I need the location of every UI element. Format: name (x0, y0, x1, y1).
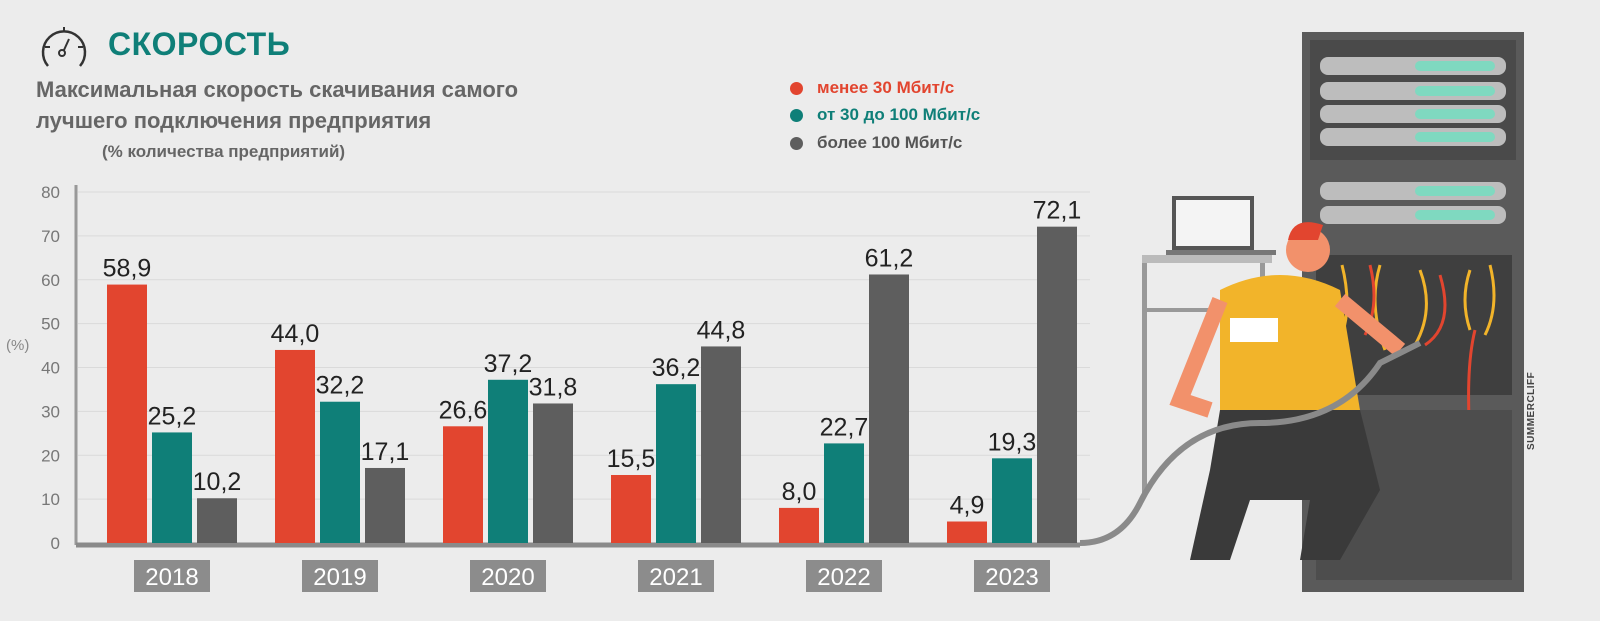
data-label: 8,0 (782, 478, 817, 506)
y-tick-label: 10 (41, 490, 60, 509)
data-label: 10,2 (193, 468, 242, 496)
watermark: SUMMERCLIFF (1526, 371, 1537, 450)
data-label: 17,1 (361, 438, 410, 466)
bar (947, 521, 987, 543)
legend-label: менее 30 Мбит/с (817, 78, 955, 97)
y-tick-label: 60 (41, 271, 60, 290)
data-label: 15,5 (607, 445, 656, 473)
data-label: 44,0 (271, 320, 320, 348)
page-title: СКОРОСТЬ (108, 26, 291, 62)
data-label: 37,2 (484, 350, 533, 378)
speedometer-icon (41, 27, 87, 67)
data-label: 19,3 (988, 428, 1037, 456)
data-label: 26,6 (439, 396, 488, 424)
year-label-box (806, 560, 882, 592)
bar (701, 346, 741, 543)
year-label-box (302, 560, 378, 592)
y-tick-label: 50 (41, 315, 60, 334)
bar (533, 403, 573, 543)
bar (320, 401, 360, 543)
year-label-box (638, 560, 714, 592)
legend-swatch (790, 136, 803, 150)
legend-swatch (790, 81, 803, 95)
bar-chart: 0 10 20 30 40 50 60 70 80 58,9 25,2 10,2 2018 44,0 32,… (41, 183, 1090, 592)
x-tick-label: 2021 (649, 564, 702, 591)
y-tick-label: 20 (41, 446, 60, 465)
year-label-box (974, 560, 1050, 592)
data-label: 25,2 (148, 402, 197, 430)
y-tick-label: 30 (41, 402, 60, 421)
bar (824, 443, 864, 543)
data-label: 31,8 (529, 373, 578, 401)
bar (611, 474, 651, 543)
x-tick-label: 2023 (985, 564, 1038, 591)
bar (779, 507, 819, 543)
y-tick-label: 40 (41, 359, 60, 378)
unit-note: (% количества предприятий) (102, 142, 346, 161)
data-label: 58,9 (103, 255, 152, 283)
bar (443, 426, 483, 543)
year-label-box (134, 560, 210, 592)
bar (992, 458, 1032, 543)
data-label: 61,2 (865, 244, 914, 272)
data-label: 72,1 (1033, 197, 1082, 225)
legend-swatch (790, 108, 803, 122)
bar (488, 379, 528, 543)
data-label: 22,7 (820, 413, 869, 441)
laptop-desk (1142, 196, 1276, 493)
legend-item-mid: от 30 до 100 Мбит/с (790, 105, 980, 125)
legend-label: более 100 Мбит/с (817, 133, 963, 152)
bar (275, 349, 315, 543)
data-label: 36,2 (652, 354, 701, 382)
year-label-box (470, 560, 546, 592)
technician (1080, 222, 1422, 560)
bar (365, 467, 405, 543)
bar (197, 498, 237, 543)
x-tick-label: 2019 (313, 564, 366, 591)
x-tick-label: 2020 (481, 564, 534, 591)
bar (656, 384, 696, 543)
legend-label: от 30 до 100 Мбит/с (817, 105, 981, 124)
technician-illustration (1080, 32, 1524, 592)
bar (107, 284, 147, 543)
bar (152, 432, 192, 543)
y-tick-label: 80 (41, 183, 60, 202)
chart-subtitle-line1: Максимальная скорость скачивания самого (36, 77, 519, 102)
bar (869, 274, 909, 543)
bar (1037, 226, 1077, 543)
chart-subtitle-line2: лучшего подключения предприятия (36, 108, 432, 133)
data-label: 4,9 (950, 492, 985, 520)
y-tick-label: 0 (51, 534, 60, 553)
x-tick-label: 2018 (145, 564, 198, 591)
data-label: 44,8 (697, 316, 746, 344)
legend-item-low: менее 30 Мбит/с (790, 78, 954, 98)
x-tick-label: 2022 (817, 564, 870, 591)
data-label: 32,2 (316, 372, 365, 400)
y-axis-label: (%) (6, 337, 30, 354)
legend-item-high: более 100 Мбит/с (790, 133, 962, 153)
y-tick-label: 70 (41, 227, 60, 246)
